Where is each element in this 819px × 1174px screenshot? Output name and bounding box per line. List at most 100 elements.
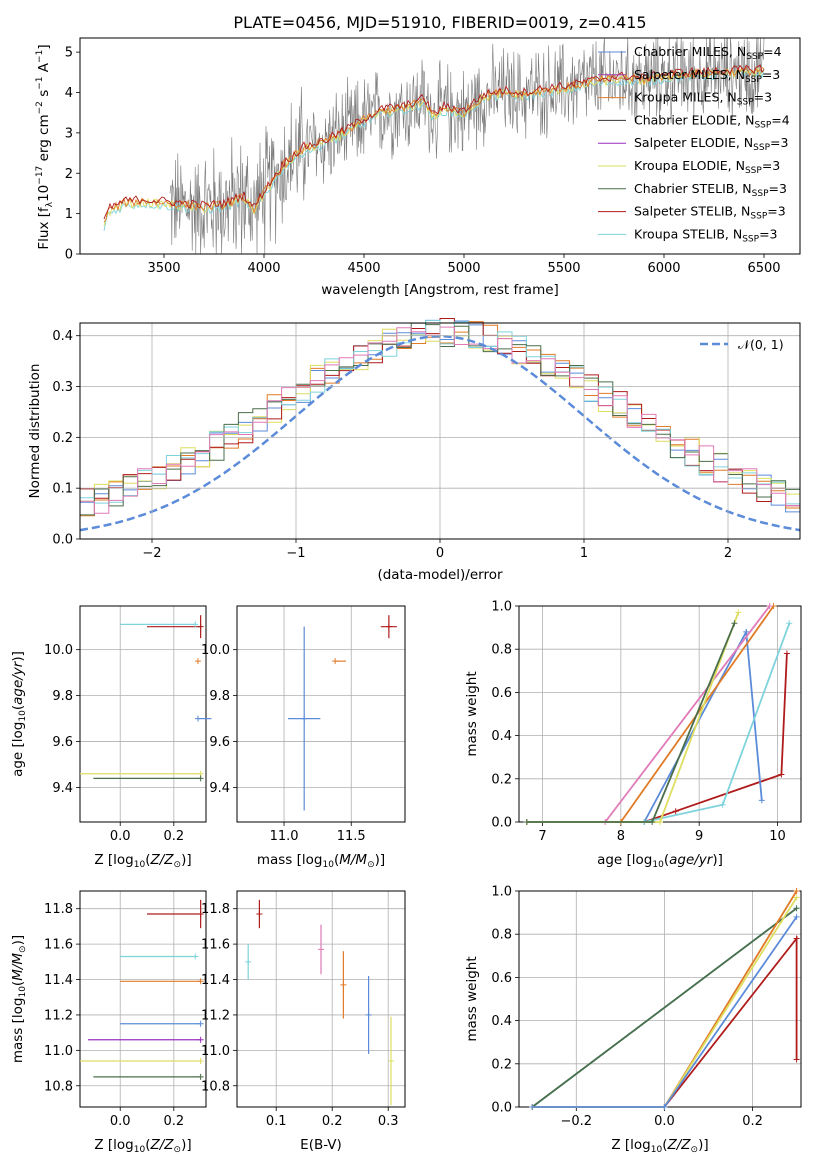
y-tick-label: 10.8 bbox=[44, 1079, 73, 1094]
x-tick-label: 0.2 bbox=[163, 1114, 184, 1129]
y-tick-label: 0.0 bbox=[52, 533, 73, 548]
y-tick-label: 11.2 bbox=[44, 1008, 73, 1023]
grid-lines bbox=[237, 606, 405, 822]
y-tick-label: 0.1 bbox=[52, 482, 73, 497]
x-tick-label: 10 bbox=[769, 829, 786, 844]
x-axis-label: Z [log10(Z/Z⊙)] bbox=[94, 852, 191, 870]
weight-marker bbox=[793, 913, 800, 920]
weight-marker bbox=[719, 801, 726, 808]
x-tick-label: 5000 bbox=[447, 261, 480, 276]
legend-label: Kroupa STELIB, NSSP=3 bbox=[634, 226, 778, 244]
data-point bbox=[197, 1073, 204, 1080]
axes: 0.0 0.2 10.8 11.0 11.2 11.4 11.6 11.8 bbox=[44, 890, 207, 1129]
y-tick-label: 9.8 bbox=[209, 689, 230, 704]
weight-marker bbox=[649, 819, 656, 825]
y-tick-label: 0.0 bbox=[491, 816, 512, 831]
y-tick-label: 9.4 bbox=[209, 781, 230, 796]
plot-frame bbox=[79, 322, 801, 540]
axes: 7 8 9 10 0.0 0.2 0.4 0.6 0.8 1.0 bbox=[491, 600, 802, 844]
legend-label: Chabrier ELODIE, NSSP=4 bbox=[634, 112, 790, 130]
x-tick-label: 0.2 bbox=[322, 1114, 343, 1129]
weight-marker bbox=[793, 935, 800, 942]
x-tick-label: 5500 bbox=[547, 261, 580, 276]
y-tick-label: 9.6 bbox=[52, 735, 73, 750]
data-point bbox=[197, 911, 204, 918]
data-point bbox=[194, 658, 201, 665]
plot-frame bbox=[236, 605, 406, 823]
y-tick-label: 0.8 bbox=[491, 928, 512, 943]
chart-title: PLATE=0456, MJD=51910, FIBERID=0019, z=0… bbox=[233, 13, 646, 32]
data-series bbox=[529, 888, 800, 1110]
x-tick-label: 1 bbox=[580, 546, 588, 561]
x-tick-label: −1 bbox=[286, 546, 305, 561]
data-series bbox=[523, 603, 793, 825]
weight-marker bbox=[523, 819, 530, 825]
weight-marker bbox=[661, 1104, 668, 1110]
weight-line bbox=[531, 907, 798, 1108]
y-tick-label: 10.0 bbox=[44, 643, 73, 658]
data-point bbox=[192, 953, 199, 960]
weight-marker bbox=[529, 1104, 536, 1110]
grid-lines bbox=[80, 891, 206, 1107]
y-tick-label: 2 bbox=[65, 167, 73, 182]
data-point bbox=[301, 715, 308, 722]
data-series bbox=[80, 899, 204, 1080]
x-tick-label: 0.2 bbox=[742, 1114, 763, 1129]
y-tick-label: 11.2 bbox=[201, 1008, 230, 1023]
y-tick-label: 0.0 bbox=[491, 1101, 512, 1116]
y-tick-label: 9.6 bbox=[209, 735, 230, 750]
y-tick-label: 0.2 bbox=[52, 431, 73, 446]
y-tick-label: 11.0 bbox=[201, 1044, 230, 1059]
weight-marker bbox=[743, 628, 750, 635]
weight-marker bbox=[672, 808, 679, 815]
x-tick-label: 4000 bbox=[247, 261, 280, 276]
weight-marker bbox=[778, 771, 785, 778]
x-tick-label: 0.3 bbox=[378, 1114, 399, 1129]
plot-frame bbox=[79, 37, 801, 255]
y-axis-label: Normed distribution bbox=[27, 364, 43, 499]
data-point bbox=[332, 658, 339, 665]
data-series bbox=[245, 899, 394, 1106]
y-tick-label: 10.8 bbox=[201, 1079, 230, 1094]
x-tick-label: 8 bbox=[617, 829, 625, 844]
y-tick-label: 1 bbox=[65, 207, 73, 222]
weight-marker bbox=[793, 1056, 800, 1063]
data-point bbox=[194, 715, 201, 722]
data-point bbox=[385, 623, 392, 630]
plot-frame bbox=[79, 890, 207, 1108]
weight-marker bbox=[766, 603, 773, 609]
legend: 𝒩(0, 1) bbox=[700, 337, 784, 352]
y-tick-label: 0.4 bbox=[491, 729, 512, 744]
model-spectrum-line bbox=[103, 64, 765, 220]
x-tick-label: 6500 bbox=[747, 261, 780, 276]
y-axis-label: mass weight bbox=[464, 956, 480, 1041]
data-point bbox=[245, 958, 252, 965]
data-point bbox=[318, 946, 324, 953]
weight-marker bbox=[793, 888, 800, 894]
x-tick-label: 0 bbox=[436, 546, 444, 561]
age-vs-Z-panel: 0.0 0.2 9.4 9.6 9.8 10.0 Z [log10(Z/Z⊙)] age [l… bbox=[10, 605, 212, 870]
massweight-vs-age-panel: 7 8 9 10 0.0 0.2 0.4 0.6 0.8 1.0 age [log10(age/yr… bbox=[464, 600, 802, 870]
x-axis-label: wavelength [Angstrom, rest frame] bbox=[321, 282, 559, 298]
y-tick-label: 0 bbox=[65, 248, 73, 263]
y-tick-label: 5 bbox=[65, 46, 73, 61]
axes: 0.1 0.2 0.3 10.8 11.0 11.2 11.4 11.6 11.8 bbox=[201, 890, 406, 1129]
data-point bbox=[197, 978, 204, 985]
y-tick-label: 1.0 bbox=[491, 600, 512, 615]
plot-frame bbox=[79, 605, 207, 823]
y-tick-label: 0.4 bbox=[491, 1014, 512, 1029]
y-tick-label: 0.2 bbox=[491, 772, 512, 787]
x-tick-label: 2 bbox=[724, 546, 732, 561]
legend-label: Chabrier MILES, NSSP=4 bbox=[634, 44, 782, 62]
data-series bbox=[80, 615, 212, 782]
model-spectrum-line bbox=[103, 66, 765, 223]
spectrum-panel: PLATE=0456, MJD=51910, FIBERID=0019, z=0… bbox=[35, 13, 801, 298]
weight-marker bbox=[758, 797, 765, 804]
x-tick-label: 4500 bbox=[347, 261, 380, 276]
legend: Chabrier MILES, NSSP=4 Salpeter MILES, NS… bbox=[598, 44, 790, 244]
axes: 0.0 0.2 9.4 9.6 9.8 10.0 bbox=[44, 605, 207, 844]
legend-label: Salpeter ELODIE, NSSP=3 bbox=[634, 135, 788, 153]
y-tick-label: 4 bbox=[65, 86, 73, 101]
x-tick-label: 0.2 bbox=[163, 829, 184, 844]
